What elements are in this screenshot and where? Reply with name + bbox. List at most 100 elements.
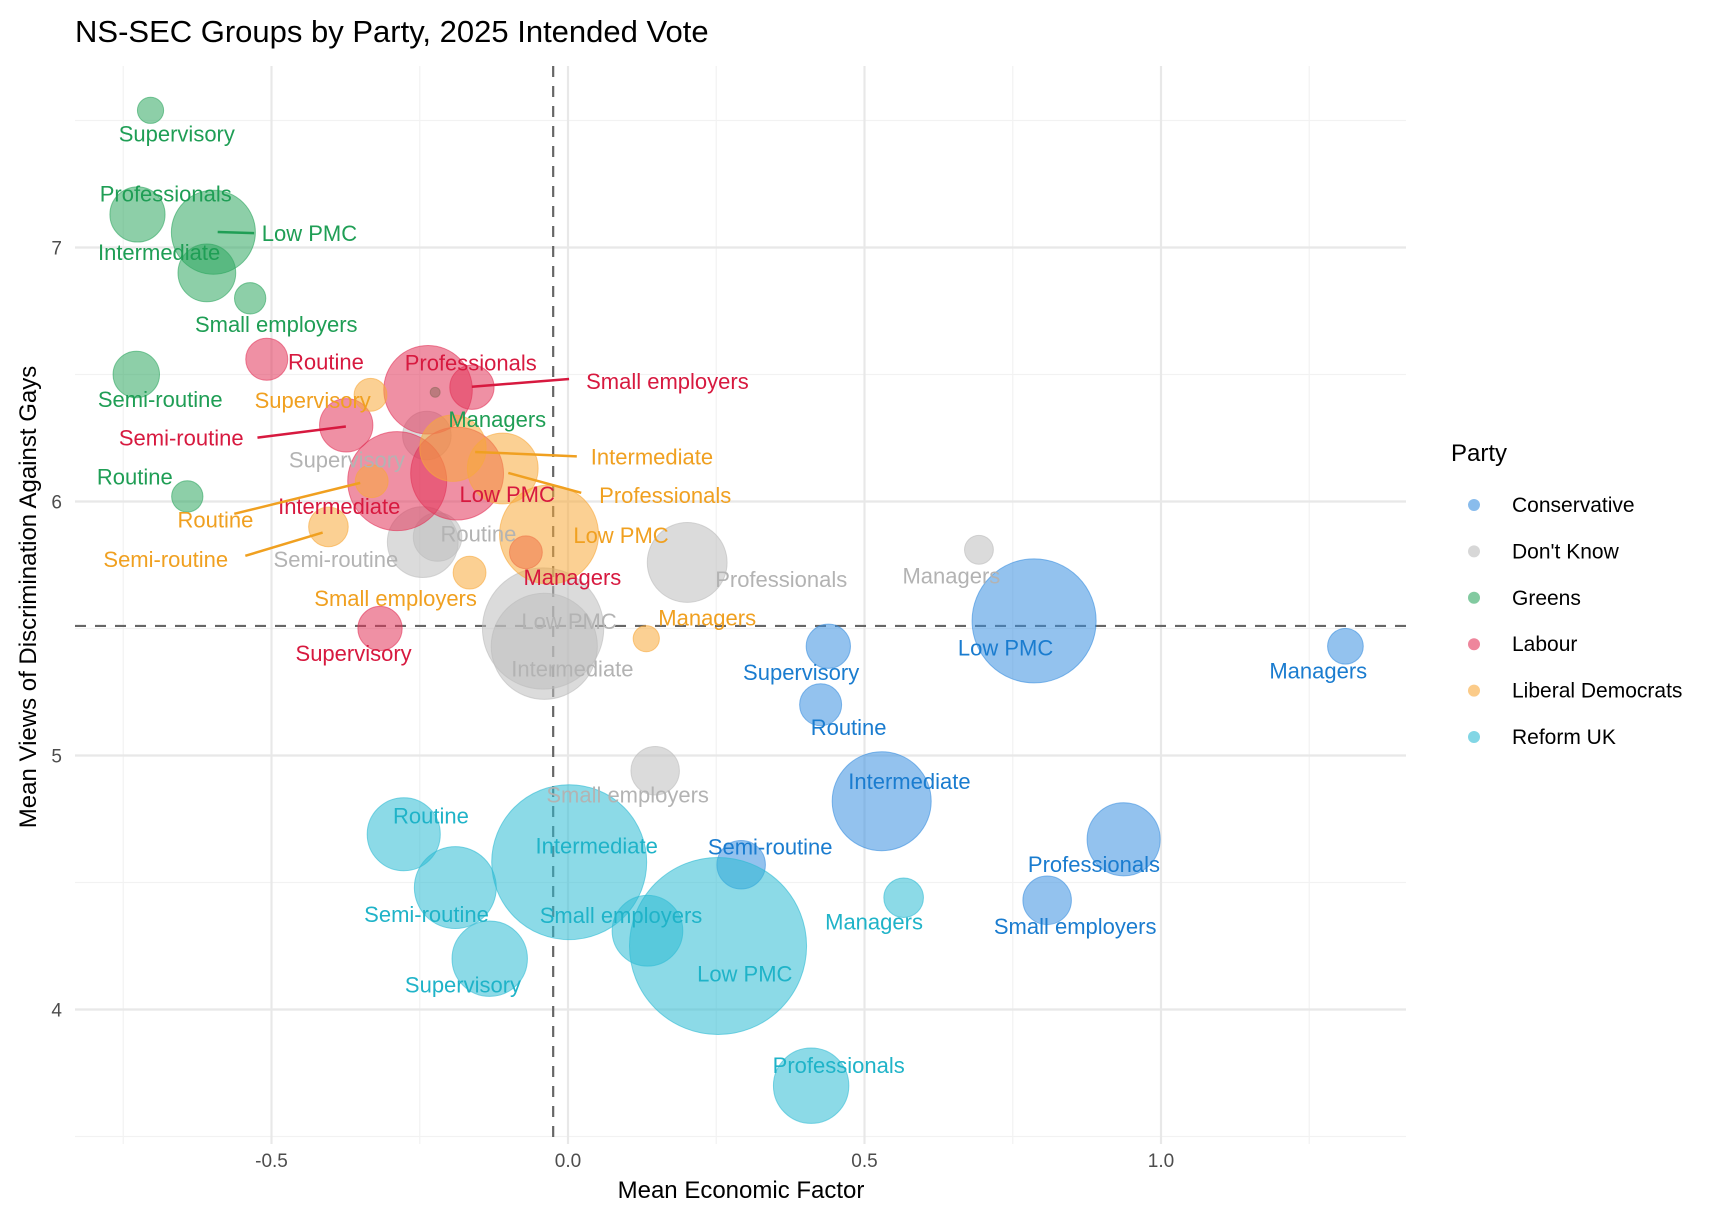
bubble-don-t-know-intermediate bbox=[490, 592, 598, 700]
point-label: Routine bbox=[178, 507, 254, 532]
bubble-conservative-supervisory bbox=[805, 623, 851, 669]
point-label: Small employers bbox=[195, 312, 358, 337]
point-label: Low PMC bbox=[521, 609, 616, 634]
point-label: Managers bbox=[448, 407, 546, 432]
point-label: Semi-routine bbox=[364, 902, 489, 927]
point-label: Routine bbox=[288, 349, 364, 374]
x-tick-label: -0.5 bbox=[255, 1151, 288, 1172]
x-tick-label: 0.0 bbox=[555, 1151, 581, 1172]
point-label: Small employers bbox=[546, 782, 709, 807]
bubble-liberal-democrats-small-employers bbox=[452, 555, 487, 590]
legend-item: Greens bbox=[1468, 587, 1581, 610]
legend-label: Reform UK bbox=[1512, 726, 1616, 749]
label-leader-line bbox=[233, 481, 361, 516]
x-axis-title: Mean Economic Factor bbox=[618, 1177, 865, 1204]
point-label: Low PMC bbox=[460, 482, 555, 507]
legend-item: Conservative bbox=[1468, 494, 1635, 517]
legend-title: Party bbox=[1451, 440, 1507, 467]
point-label: Managers bbox=[902, 564, 1000, 589]
bubble-conservative-intermediate bbox=[831, 751, 932, 852]
bubble-conservative-managers bbox=[1327, 627, 1364, 665]
bubble-reform-uk-routine bbox=[366, 797, 441, 872]
point-label: Professionals bbox=[773, 1053, 905, 1078]
point-label: Semi-routine bbox=[274, 547, 399, 572]
point-label: Supervisory bbox=[255, 388, 371, 413]
point-label: Managers bbox=[825, 910, 923, 935]
y-tick-label: 5 bbox=[51, 747, 62, 768]
bubble-conservative-low-pmc bbox=[971, 558, 1097, 684]
point-label: Intermediate bbox=[591, 444, 713, 469]
bubble-greens-intermediate bbox=[177, 243, 237, 303]
bubble-greens-routine bbox=[171, 480, 204, 513]
bubble-liberal-democrats-semi-routine bbox=[308, 506, 349, 548]
legend-item: Don't Know bbox=[1468, 540, 1620, 563]
bubbles bbox=[109, 96, 1364, 1124]
bubble-liberal-democrats-supervisory bbox=[353, 377, 388, 412]
legend-key-icon bbox=[1468, 545, 1480, 558]
legend-item: Reform UK bbox=[1468, 726, 1616, 749]
point-label: Intermediate bbox=[98, 240, 220, 265]
bubble-conservative-small-employers bbox=[1022, 875, 1072, 926]
point-label: Routine bbox=[393, 803, 469, 828]
point-label: Managers bbox=[1269, 659, 1367, 684]
point-label: Small employers bbox=[994, 914, 1157, 939]
point-label: Semi-routine bbox=[98, 387, 223, 412]
bubble-don-t-know-professionals bbox=[646, 522, 728, 603]
legend-key-icon bbox=[1468, 731, 1480, 743]
point-label: Small employers bbox=[540, 903, 703, 928]
y-axis-title: Mean Views of Discrimination Against Gay… bbox=[15, 366, 42, 828]
bubble-reform-uk-supervisory bbox=[451, 920, 528, 997]
bubble-liberal-democrats-routine bbox=[354, 464, 389, 499]
point-label: Low PMC bbox=[697, 962, 792, 987]
bubble-conservative-professionals bbox=[1086, 802, 1161, 877]
point-label: Low PMC bbox=[958, 636, 1053, 661]
legend-key-icon bbox=[1468, 638, 1480, 651]
legend-label: Conservative bbox=[1512, 494, 1635, 517]
legend-item: Labour bbox=[1468, 633, 1577, 656]
point-label: Intermediate bbox=[536, 833, 658, 858]
point-label: Low PMC bbox=[573, 523, 668, 548]
point-label: Professionals bbox=[405, 350, 537, 375]
legend-key-icon bbox=[1468, 591, 1480, 604]
legend-label: Don't Know bbox=[1512, 540, 1620, 563]
bubble-reform-uk-managers bbox=[883, 877, 924, 919]
bubble-reform-uk-intermediate bbox=[491, 784, 648, 941]
bubble-reform-uk-professionals bbox=[772, 1047, 850, 1124]
axis-ticks: -0.5 0.0 0.5 1.0 4 5 6 7 bbox=[51, 239, 1174, 1173]
point-label: Professionals bbox=[1028, 852, 1160, 877]
point-label: Low PMC bbox=[262, 221, 357, 246]
y-tick-label: 6 bbox=[51, 493, 62, 514]
legend-label: Greens bbox=[1512, 587, 1581, 610]
legend-label: Liberal Democrats bbox=[1512, 680, 1682, 703]
point-label: Professionals bbox=[100, 181, 232, 206]
bubble-greens-small-employers bbox=[233, 282, 267, 315]
label-leader-line bbox=[257, 425, 347, 439]
x-tick-label: 0.5 bbox=[851, 1151, 877, 1172]
bubble-conservative-routine bbox=[799, 683, 843, 727]
bubble-labour-routine bbox=[245, 337, 289, 381]
point-label: Small employers bbox=[314, 586, 477, 611]
bubble-liberal-democrats-managers bbox=[632, 625, 660, 653]
label-leader-line bbox=[471, 377, 570, 388]
point-label: Supervisory bbox=[405, 973, 521, 998]
bubble-reform-uk-low-pmc bbox=[628, 856, 808, 1036]
point-label: Supervisory bbox=[296, 641, 412, 666]
bubble-greens-supervisory bbox=[136, 96, 165, 124]
x-tick-label: 1.0 bbox=[1148, 1151, 1174, 1172]
point-label: Intermediate bbox=[848, 769, 970, 794]
point-label: Semi-routine bbox=[708, 834, 833, 859]
reference-lines bbox=[75, 66, 1406, 1144]
bubble-don-t-know-small-employers bbox=[630, 745, 680, 796]
point-label: Professionals bbox=[599, 483, 731, 508]
bubble-don-t-know-managers bbox=[964, 534, 994, 565]
point-label: Supervisory bbox=[289, 448, 405, 473]
point-label: Managers bbox=[523, 565, 621, 590]
point-label: Supervisory bbox=[119, 122, 235, 147]
point-labels: Low PMC Managers Supervisory Routine Interme… bbox=[97, 122, 1367, 1079]
point-label: Supervisory bbox=[743, 660, 859, 685]
legend: Party Conservative Don't Know Greens Labour… bbox=[1451, 440, 1682, 749]
bubble-greens-professionals bbox=[109, 186, 166, 243]
point-label: Managers bbox=[658, 606, 756, 631]
legend-key-icon bbox=[1468, 499, 1480, 511]
